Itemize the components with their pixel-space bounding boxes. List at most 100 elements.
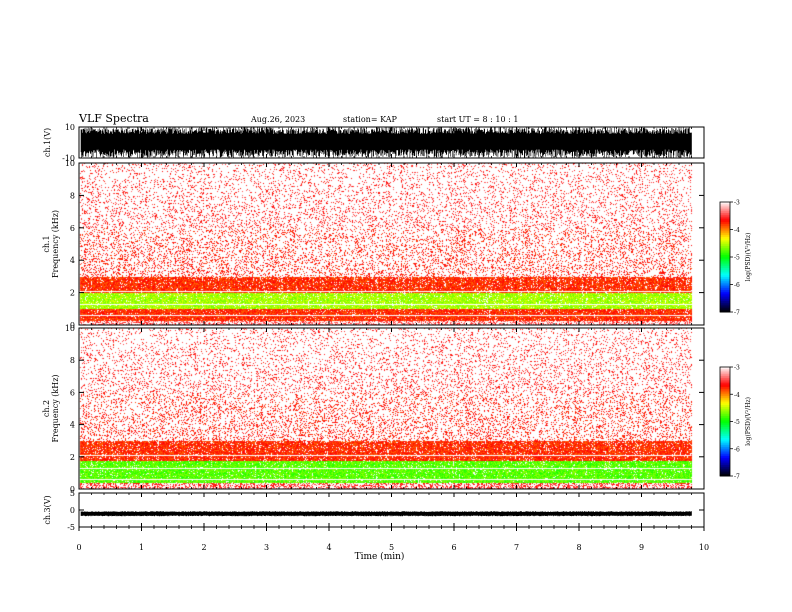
colorbar-segment xyxy=(720,394,730,397)
y-axis-label: ch.1(V) xyxy=(43,128,52,157)
colorbar-segment xyxy=(720,437,730,441)
waveform-trace xyxy=(80,127,692,158)
y-tick-label: 4 xyxy=(70,421,75,430)
colorbar-segment xyxy=(720,209,730,212)
x-ticks xyxy=(78,127,705,158)
colorbar-segment xyxy=(720,474,730,477)
colorbar-segment xyxy=(720,388,730,392)
x-ticks xyxy=(78,328,705,489)
colorbar-tick-label: -4 xyxy=(734,392,740,399)
colorbar-segment xyxy=(720,227,730,230)
colorbar-segment xyxy=(720,258,730,262)
x-tick-label: 5 xyxy=(389,543,394,552)
x-tick-label: 2 xyxy=(201,543,206,552)
colorbar-segment xyxy=(720,397,730,401)
waveform-trace xyxy=(80,511,692,517)
colorbar-segment xyxy=(720,268,730,271)
colorbar-segment xyxy=(720,297,730,300)
colorbar-segment xyxy=(720,439,730,442)
colorbar-segment xyxy=(720,286,730,289)
colorbar-segment xyxy=(720,408,730,412)
colorbar-segment xyxy=(720,421,730,424)
colorbar-tick-label: -3 xyxy=(734,365,740,372)
colorbar-segment xyxy=(720,450,730,453)
colorbar-segment xyxy=(720,403,730,406)
ch3-waveform xyxy=(78,492,705,528)
colorbar-segment xyxy=(720,463,730,466)
y-tick-label: 2 xyxy=(70,453,75,462)
colorbar-segment xyxy=(720,203,730,207)
colorbar-segment xyxy=(720,399,730,403)
colorbar-tick-label: -3 xyxy=(734,200,740,207)
colorbar-segment xyxy=(720,302,730,306)
colorbar-label: log(PSD)(V²/Hz) xyxy=(745,233,752,282)
x-tick-label: 7 xyxy=(514,543,519,552)
colorbar-tick-label: -6 xyxy=(734,446,740,453)
colorbar-segment xyxy=(720,238,730,241)
colorbar-segment xyxy=(720,390,730,393)
colorbar-segment xyxy=(720,428,730,432)
colorbar-segment xyxy=(720,401,730,404)
colorbar-segment xyxy=(720,457,730,461)
colorbar: -3 -4 -5 -6 -7 log(PSD)(V²/Hz) xyxy=(719,365,752,481)
colorbar-tick-label: -5 xyxy=(734,419,740,426)
colorbar-segment xyxy=(720,291,730,295)
y-ticks: 0 2 4 6 8 10 xyxy=(65,159,704,330)
colorbar-segment xyxy=(720,423,730,426)
colorbar-segment xyxy=(720,434,730,437)
colorbar-segment xyxy=(720,419,730,422)
x-tick-label: 3 xyxy=(264,543,269,552)
colorbar-segment xyxy=(720,310,730,313)
colorbar: -3 -4 -5 -6 -7 log(PSD)(V²/Hz) xyxy=(719,200,752,317)
colorbar-segment xyxy=(720,231,730,234)
colorbar-segment xyxy=(720,275,730,278)
colorbar-segment xyxy=(720,472,730,475)
colorbar-segment xyxy=(720,448,730,452)
colorbar-segment xyxy=(720,249,730,252)
x-tick-label: 1 xyxy=(139,543,144,552)
colorbar-tick-label: -6 xyxy=(734,282,740,289)
x-tick-label: 8 xyxy=(576,543,581,552)
colorbar-segment xyxy=(720,284,730,287)
colorbar-segment xyxy=(720,445,730,448)
y-ticks: 0 2 4 6 8 10 xyxy=(65,324,704,494)
spectrogram-image xyxy=(79,163,704,325)
colorbar-segment xyxy=(720,443,730,446)
colorbar-segment xyxy=(720,368,730,372)
colorbar-segment xyxy=(720,308,730,311)
colorbar-segment xyxy=(720,454,730,457)
colorbar-segment xyxy=(720,299,730,302)
chart-title: VLF Spectra xyxy=(79,112,149,125)
colorbar-segment xyxy=(720,376,730,379)
colorbar-segment xyxy=(720,468,730,472)
colorbar-tick-label: -5 xyxy=(734,255,740,262)
y-tick-label: -10 xyxy=(62,154,75,163)
y-tick-label: 0 xyxy=(70,485,75,494)
colorbar-tick-label: -7 xyxy=(734,310,740,317)
colorbar-segment xyxy=(720,386,730,390)
colorbar-segment xyxy=(720,441,730,444)
colorbar-segment xyxy=(720,436,730,439)
y-tick-label: 8 xyxy=(70,191,75,200)
colorbar-segment xyxy=(720,236,730,240)
colorbar-segment xyxy=(720,377,730,381)
colorbar-segment xyxy=(720,253,730,256)
colorbar-segment xyxy=(720,244,730,247)
colorbar-segment xyxy=(720,414,730,417)
y-tick-label: 10 xyxy=(65,324,75,333)
colorbar-segment xyxy=(720,295,730,298)
x-tick-label: 4 xyxy=(326,543,331,552)
x-axis-label: Time (min) xyxy=(355,551,405,562)
colorbar-segment xyxy=(720,211,730,214)
colorbar-segment xyxy=(720,271,730,274)
colorbar-segment xyxy=(720,282,730,285)
y-tick-label: 5 xyxy=(70,489,75,498)
colorbar-segment xyxy=(720,410,730,413)
colorbar-segment xyxy=(720,370,730,373)
colorbar-segment xyxy=(720,367,730,370)
colorbar-segment xyxy=(720,293,730,296)
colorbar-segment xyxy=(720,255,730,258)
colorbar-segment xyxy=(720,202,730,205)
colorbar-segment xyxy=(720,405,730,408)
